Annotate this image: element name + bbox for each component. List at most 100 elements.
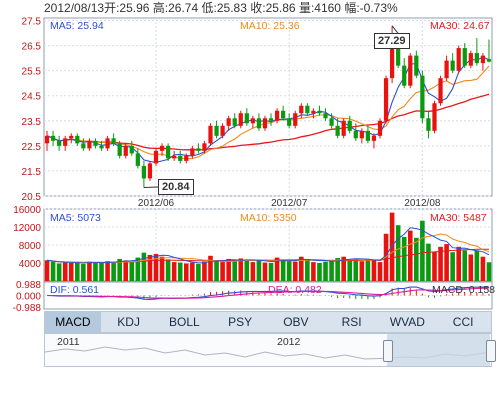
volume-bar <box>250 262 256 281</box>
volume-ma30-label: MA30: 5487 <box>430 212 487 224</box>
timeline-navigator[interactable]: 2011 2012 <box>44 333 496 367</box>
candle-body <box>389 35 395 79</box>
ma30-line <box>46 93 490 151</box>
volume-value: 4160 <box>314 1 341 15</box>
volume-bar <box>450 252 455 281</box>
candle-body <box>456 48 461 71</box>
candle-body <box>432 103 437 131</box>
candle-body <box>335 125 340 136</box>
volume-bar <box>238 258 244 281</box>
volume-bar <box>456 246 462 281</box>
macd-tick-label: 0.988 <box>16 280 41 291</box>
volume-bar <box>56 263 62 281</box>
volume-bar <box>359 261 365 281</box>
candle-body <box>87 140 92 149</box>
macd-tick-label: 0.000 <box>16 292 41 303</box>
tab-wvad[interactable]: WVAD <box>389 315 425 329</box>
volume-bar <box>486 262 492 281</box>
low-price-marker: 20.84 <box>158 179 194 195</box>
tab-obv[interactable]: OBV <box>283 315 309 329</box>
volume-bar <box>317 263 322 281</box>
tab-boll[interactable]: BOLL <box>169 315 200 329</box>
volume-bar <box>474 250 480 281</box>
volume-bar <box>99 263 104 281</box>
price-plot-area <box>43 17 493 197</box>
candle-body <box>468 53 473 66</box>
volume-bar <box>377 262 383 281</box>
price-tick-label: 23.5 <box>22 117 42 128</box>
candle-body <box>69 135 74 139</box>
candle-body <box>480 55 486 64</box>
candle-body <box>50 135 56 141</box>
volume-bar <box>298 256 304 281</box>
price-ma10-label: MA10: 25.36 <box>240 20 300 32</box>
candle-body <box>408 55 413 86</box>
volume-bar <box>262 262 268 281</box>
navigator-selection-window[interactable] <box>387 334 490 366</box>
candle-body <box>184 155 189 161</box>
candle-body <box>196 148 201 151</box>
price-tick-label: 26.5 <box>22 42 42 53</box>
volume-bar <box>438 246 443 281</box>
volume-bar <box>401 236 407 281</box>
candle-body <box>420 75 425 119</box>
candle-body <box>123 145 128 156</box>
open-label: 开: <box>104 1 120 15</box>
candle-body <box>474 53 479 64</box>
volume-bar <box>62 262 68 281</box>
volume-bar <box>111 262 116 281</box>
candle-body <box>305 105 310 114</box>
candle-body <box>141 165 147 179</box>
volume-bar <box>256 260 262 281</box>
candle-body <box>274 110 280 121</box>
candle-body <box>256 118 262 129</box>
price-ma30-label: MA30: 24.67 <box>430 20 490 32</box>
tab-rsi[interactable]: RSI <box>341 315 362 329</box>
candle-body <box>214 125 219 136</box>
candle-body <box>377 120 383 136</box>
volume-bar <box>341 256 346 281</box>
high-price-marker: 27.29 <box>374 33 410 49</box>
navigator-right-handle[interactable] <box>486 340 496 362</box>
navigator-left-handle[interactable] <box>383 340 393 362</box>
candle-body <box>396 35 401 66</box>
tab-macd[interactable]: MACD <box>45 312 101 332</box>
volume-bar <box>135 257 141 281</box>
tab-kdj[interactable]: KDJ <box>117 315 140 329</box>
volume-bar <box>147 254 153 281</box>
macd-dea-label: DEA: 0.482 <box>268 284 322 296</box>
candle-body <box>93 140 98 146</box>
open-value: 25.96 <box>119 1 150 15</box>
candle-body <box>147 163 153 179</box>
low-value: 25.83 <box>216 1 247 15</box>
volume-bar <box>105 261 110 281</box>
dea-line <box>47 287 490 299</box>
volume-tick-label: 4000 <box>19 259 42 270</box>
candle-body <box>165 145 171 159</box>
candle-body <box>414 55 419 76</box>
candle-body <box>202 143 207 151</box>
nav-year-2011: 2011 <box>57 336 80 348</box>
price-tick-label: 22.5 <box>22 142 42 153</box>
volume-bar <box>311 262 316 281</box>
volume-bar <box>389 212 395 281</box>
tab-cci[interactable]: CCI <box>452 315 474 329</box>
price-tick-label: 20.5 <box>22 192 42 203</box>
candle-body <box>383 78 389 121</box>
candle-body <box>444 60 449 79</box>
volume-bar <box>323 261 328 281</box>
volume-bar <box>480 256 486 281</box>
candle-body <box>153 150 159 164</box>
tab-psy[interactable]: PSY <box>228 315 253 329</box>
high-label: 高: <box>152 1 169 15</box>
candle-body <box>268 118 274 121</box>
volume-bar <box>183 263 189 281</box>
volume-bar <box>93 262 98 281</box>
candle-body <box>426 118 431 131</box>
volume-panel: 16000 12000 8000 4000 <box>13 205 493 282</box>
macd-dif-label: DIF: 0.561 <box>50 284 100 296</box>
candle-body <box>359 130 364 139</box>
candle-body <box>226 118 231 126</box>
